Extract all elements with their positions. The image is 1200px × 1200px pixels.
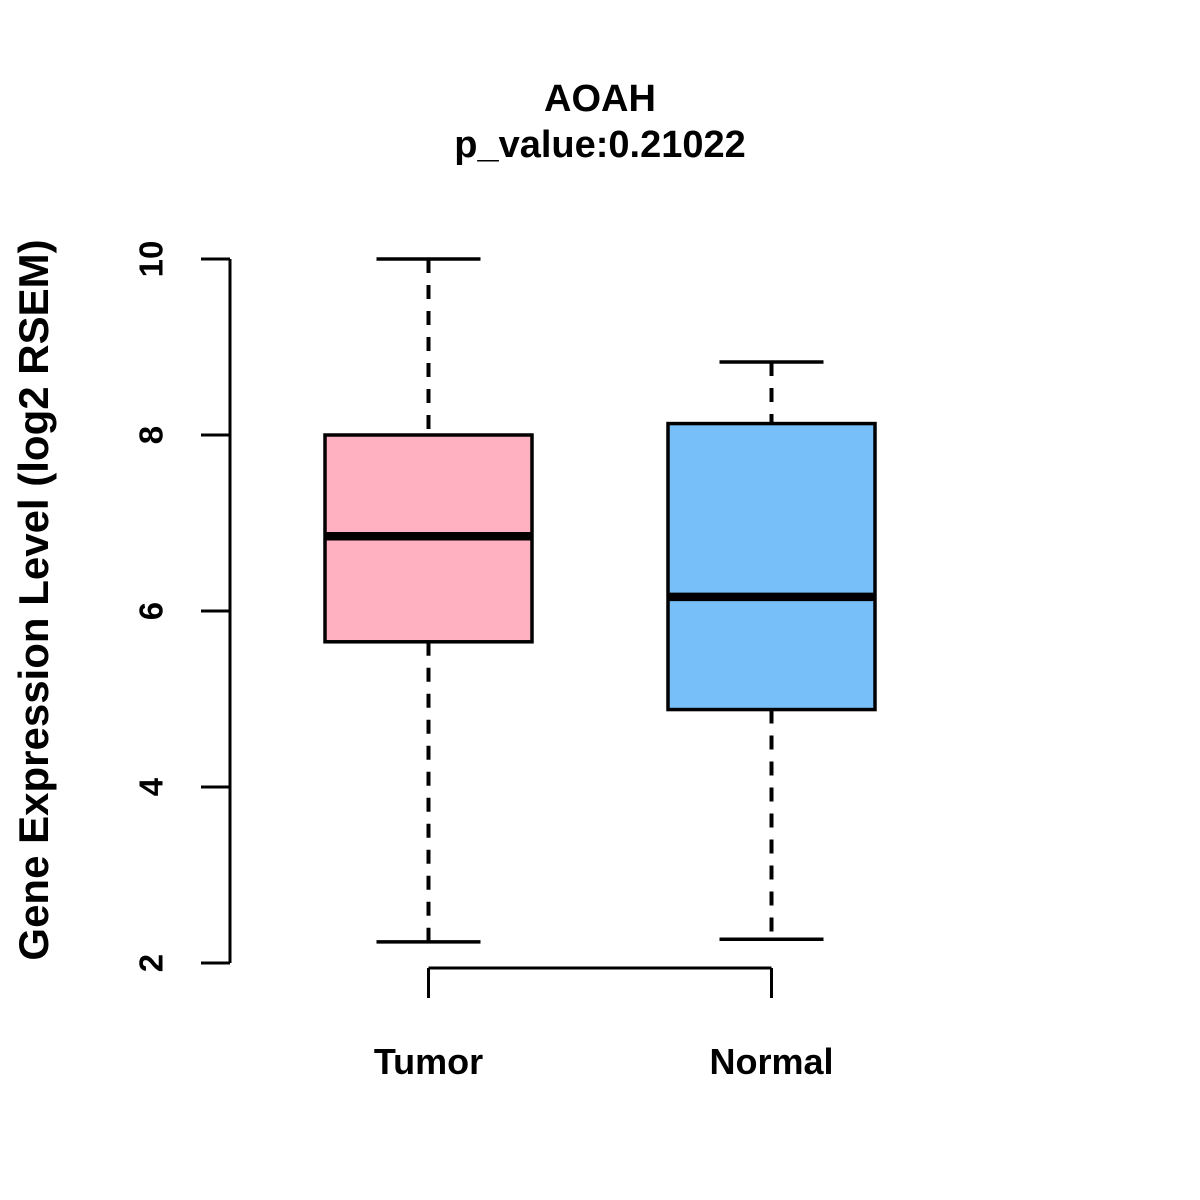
- box-normal: [666, 421, 877, 712]
- y-tick-label: 2: [133, 954, 170, 972]
- y-tick-label: 6: [133, 602, 170, 620]
- x-tick-label-tumor: Tumor: [374, 1041, 483, 1082]
- x-tick-label-normal: Normal: [709, 1041, 833, 1082]
- chart-subtitle-pvalue: p_value:0.21022: [454, 124, 746, 166]
- y-tick-label: 4: [133, 777, 170, 796]
- chart-title: AOAH: [544, 78, 656, 120]
- y-tick-label: 8: [133, 426, 170, 444]
- y-tick-label: 10: [133, 241, 170, 278]
